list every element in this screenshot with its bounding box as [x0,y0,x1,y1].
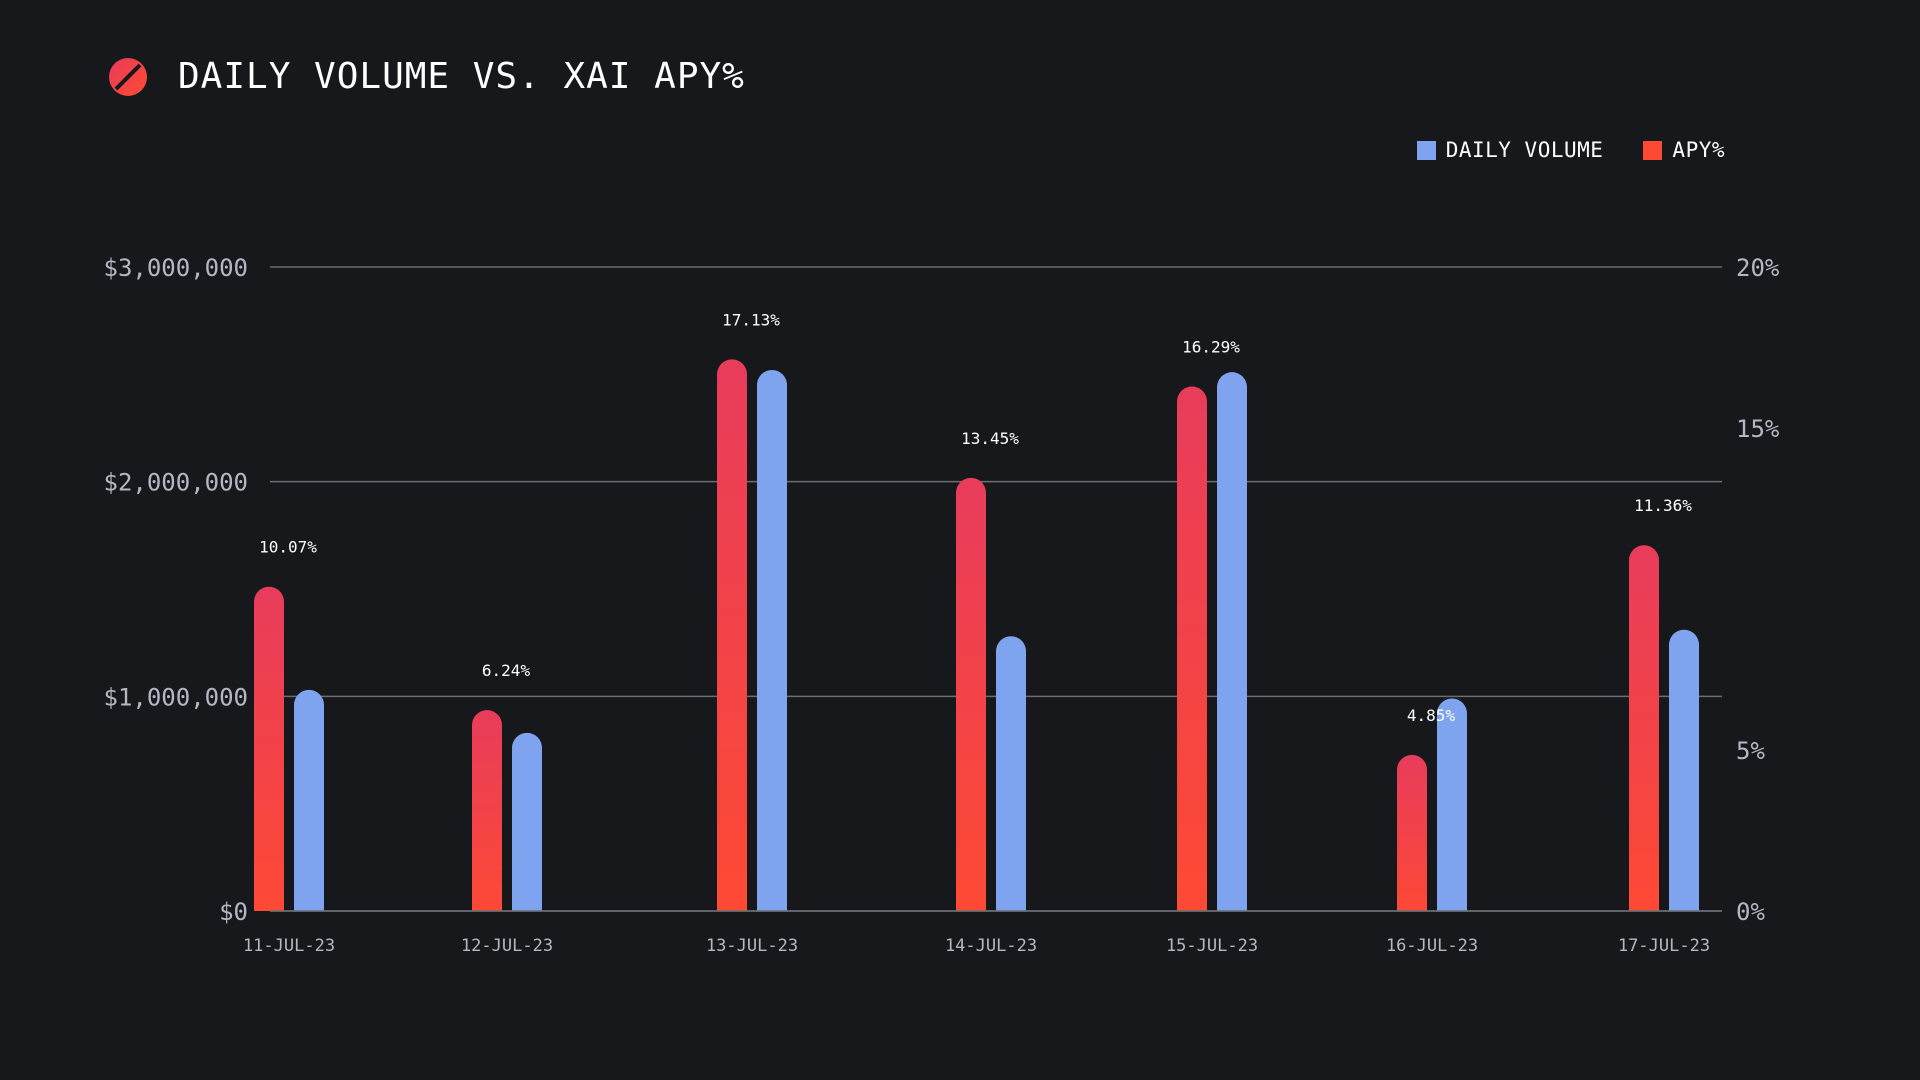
x-axis-tick-label: 15-JUL-23 [1166,936,1258,956]
chart-legend: DAILY VOLUME APY% [1416,138,1725,162]
volume-bar[interactable] [757,370,787,926]
apy-bar[interactable] [1397,754,1427,926]
chart-title: DAILY VOLUME VS. XAI APY% [178,56,745,97]
left-axis-tick-label: $0 [219,898,248,926]
apy-bar[interactable] [956,477,986,926]
volume-bar[interactable] [512,732,542,926]
volume-bar[interactable] [1669,629,1699,926]
legend-label-volume: DAILY VOLUME [1445,138,1604,162]
apy-data-label: 16.29% [1182,337,1240,356]
left-axis-tick-label: $3,000,000 [104,254,249,282]
volume-bar[interactable] [1437,698,1467,926]
apy-data-label: 13.45% [961,429,1019,448]
right-axis-tick-label: 15% [1736,415,1780,443]
chart-header: DAILY VOLUME VS. XAI APY% [108,56,745,97]
apy-data-label: 11.36% [1634,496,1692,515]
legend-item-volume[interactable]: DAILY VOLUME [1416,138,1604,162]
x-axis-tick-label: 16-JUL-23 [1386,936,1478,956]
apy-bar[interactable] [472,710,502,926]
right-axis-tick-label: 20% [1736,254,1780,282]
legend-item-apy[interactable]: APY% [1643,138,1725,162]
x-axis-tick-label: 11-JUL-23 [243,936,335,956]
apy-data-label: 6.24% [482,661,531,680]
x-axis-tick-label: 17-JUL-23 [1618,936,1710,956]
x-axis-tick-label: 14-JUL-23 [945,936,1037,956]
x-axis-tick-label: 13-JUL-23 [706,936,798,956]
volume-bar[interactable] [294,689,324,926]
apy-bar[interactable] [717,359,747,926]
right-axis-tick-label: 0% [1736,898,1765,926]
left-axis-tick-label: $2,000,000 [104,469,249,497]
legend-swatch-volume [1416,140,1436,160]
legend-label-apy: APY% [1672,138,1725,162]
apy-bar[interactable] [1629,545,1659,926]
volume-bar[interactable] [1217,372,1247,926]
x-axis-tick-label: 12-JUL-23 [461,936,553,956]
apy-bar[interactable] [254,586,284,926]
right-axis-tick-label: 5% [1736,737,1765,765]
apy-data-label: 10.07% [259,538,317,557]
apy-data-label: 4.85% [1407,706,1456,725]
apy-data-label: 17.13% [722,310,780,329]
legend-swatch-apy [1643,140,1663,160]
volume-bar[interactable] [996,636,1026,926]
apy-bar[interactable] [1177,386,1207,926]
left-axis-tick-label: $1,000,000 [104,683,249,711]
xai-logo-icon [109,57,147,96]
